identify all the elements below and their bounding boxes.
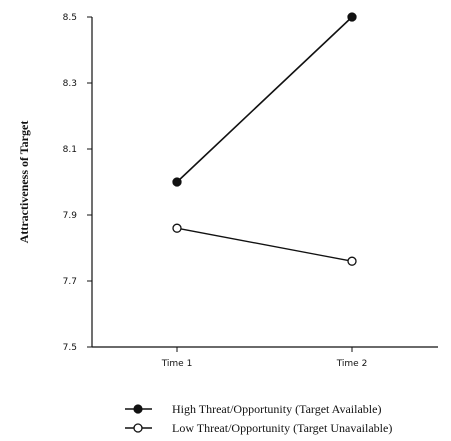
x-tick-label: Time 2 (336, 359, 368, 369)
chart-axes (91, 17, 438, 348)
y-axis-title: Attractiveness of Target (17, 121, 31, 244)
data-point-high-2 (347, 12, 357, 22)
y-tick-label: 8.5 (63, 13, 77, 23)
legend-marker-low (133, 423, 143, 433)
series-layer (172, 12, 357, 266)
data-point-low-1 (172, 223, 182, 233)
y-tick-label: 7.9 (63, 211, 78, 221)
legend-label-low: Low Threat/Opportunity (Target Unavailab… (172, 421, 392, 435)
y-tick-label: 7.5 (63, 343, 77, 353)
data-point-low-2 (347, 256, 357, 266)
series-line-low (176, 227, 353, 262)
x-tick-label: Time 1 (161, 359, 193, 369)
y-tick-label: 8.3 (63, 79, 77, 89)
y-axis-ticks: 7.5 7.7 7.9 8.1 8.3 8.5 (63, 13, 92, 353)
chart-legend: High Threat/Opportunity (Target Availabl… (125, 402, 392, 435)
legend-label-high: High Threat/Opportunity (Target Availabl… (172, 402, 381, 416)
y-tick-label: 7.7 (63, 277, 77, 287)
data-point-high-1 (172, 177, 182, 187)
legend-item-high: High Threat/Opportunity (Target Availabl… (125, 402, 381, 416)
legend-marker-high (133, 404, 143, 414)
legend-item-low: Low Threat/Opportunity (Target Unavailab… (125, 421, 392, 435)
y-tick-label: 8.1 (63, 145, 77, 155)
x-axis-ticks: Time 1 Time 2 (161, 347, 368, 369)
series-line-high (176, 16, 353, 183)
